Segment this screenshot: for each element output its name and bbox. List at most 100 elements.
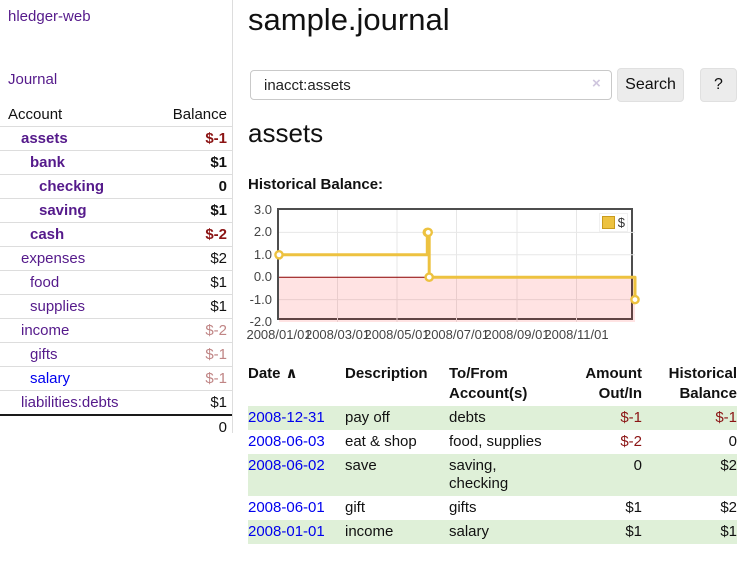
- account-name-cell: expenses: [0, 246, 155, 271]
- data-point-icon: [423, 227, 433, 238]
- accounts-cell: salary: [449, 523, 490, 540]
- account-balance: $-1: [154, 366, 232, 391]
- register-header-description: Description: [345, 365, 428, 382]
- y-tick-label: -1.0: [249, 291, 272, 307]
- search-input[interactable]: [250, 70, 612, 100]
- search-button[interactable]: Search: [617, 68, 684, 102]
- sidebar-item-journal[interactable]: Journal: [8, 71, 58, 88]
- legend-swatch-icon: [601, 216, 615, 229]
- chart-plot-area: $: [274, 208, 640, 322]
- chart-legend: $: [598, 213, 628, 232]
- register-row: 2008-06-01 gift gifts $1 $2: [248, 496, 737, 520]
- amount-cell: $1: [625, 499, 642, 516]
- accounts-table: Account Balance assets $-1 bank $1 checking 0…: [0, 103, 232, 439]
- accounts-total-row: 0: [0, 414, 232, 439]
- x-tick-label: 2008/07/01: [423, 327, 490, 342]
- description-cell: gift: [345, 499, 366, 516]
- sidebar-account-link[interactable]: checking: [39, 178, 105, 195]
- account-name-cell: supplies: [0, 294, 155, 319]
- account-row: checking 0: [0, 174, 232, 199]
- account-balance: $1: [154, 198, 232, 223]
- balance-cell: $2: [720, 457, 737, 474]
- sidebar-account-link[interactable]: supplies: [30, 298, 86, 315]
- sidebar-account-link[interactable]: liabilities:debts: [21, 394, 119, 411]
- account-balance: $1: [154, 294, 232, 319]
- x-tick-label: 2008/11/01: [544, 327, 609, 342]
- register-row: 2008-12-31 pay off debts $-1 $-1: [248, 406, 737, 430]
- amount-cell: $-1: [620, 409, 642, 426]
- account-name-cell: cash: [0, 222, 155, 247]
- date-cell: 2008-06-01: [248, 496, 345, 520]
- amount-cell: $1: [625, 523, 642, 540]
- account-row: saving $1: [0, 198, 232, 223]
- transaction-date-link[interactable]: 2008-06-02: [248, 457, 325, 474]
- sort-ascending-icon: ∧: [285, 365, 298, 382]
- sidebar-account-link[interactable]: gifts: [30, 346, 58, 363]
- balance-cell: 0: [728, 433, 737, 450]
- main-panel: sample.journal × Search ? assets Histori…: [246, 0, 742, 582]
- register-header-date[interactable]: Date ∧: [248, 365, 298, 382]
- description-cell: income: [345, 523, 394, 540]
- register-row: 2008-06-02 save saving, checking 0 $2: [248, 454, 737, 496]
- account-name-cell: bank: [0, 150, 155, 175]
- description-cell: pay off: [345, 409, 390, 426]
- sidebar-account-link[interactable]: income: [21, 322, 70, 339]
- clear-search-icon[interactable]: ×: [592, 75, 601, 92]
- data-point-icon: [630, 294, 640, 305]
- sidebar-account-link[interactable]: food: [30, 274, 60, 291]
- sidebar-account-link[interactable]: saving: [39, 202, 87, 219]
- accounts-cell: debts: [449, 409, 486, 426]
- sidebar-account-link[interactable]: salary: [30, 370, 71, 387]
- sidebar-account-link[interactable]: expenses: [21, 250, 86, 267]
- register-header-amount: Amount Out/In: [585, 365, 642, 402]
- account-name-cell: saving: [0, 198, 155, 223]
- accounts-cell: saving, checking: [449, 457, 509, 492]
- account-balance: $1: [154, 270, 232, 295]
- search-bar: × Search ?: [248, 68, 742, 102]
- transaction-date-link[interactable]: 2008-01-01: [248, 523, 325, 540]
- register-row: 2008-06-03 eat & shop food, supplies $-2 0: [248, 430, 737, 454]
- account-row: liabilities:debts $1: [0, 390, 232, 416]
- register-table: Date ∧ Description To/From Account(s) Amo…: [248, 362, 737, 544]
- x-axis-labels: 2008/01/01 2008/03/01 2008/05/01 2008/07/01…: [246, 327, 635, 343]
- register-header-accounts: To/From Account(s): [449, 365, 528, 402]
- date-cell: 2008-01-01: [248, 520, 345, 544]
- y-tick-label: 3.0: [253, 202, 272, 217]
- account-balance: $-2: [154, 318, 232, 343]
- legend-label: $: [617, 215, 625, 230]
- date-cell: 2008-12-31: [248, 406, 345, 430]
- account-row: assets $-1: [0, 126, 232, 151]
- accounts-cell: food, supplies: [449, 433, 542, 450]
- historical-balance-chart: 3.0 2.0 1.0 0.0 -1.0 -2.0 $ 2008/01/01 2008/03…: [246, 202, 742, 347]
- help-button[interactable]: ?: [700, 68, 737, 102]
- account-name-cell: assets: [0, 126, 155, 151]
- transaction-date-link[interactable]: 2008-06-01: [248, 499, 325, 516]
- account-balance: $1: [154, 390, 232, 416]
- page-title: sample.journal: [248, 2, 450, 37]
- account-balance: $2: [154, 246, 232, 271]
- x-tick-label: 2008/01/01: [246, 327, 312, 342]
- sidebar: hledger-web Journal Account Balance asse…: [0, 0, 233, 439]
- account-row: gifts $-1: [0, 342, 232, 367]
- balance-cell: $1: [720, 523, 737, 540]
- sidebar-account-link[interactable]: bank: [30, 154, 66, 171]
- account-row: supplies $1: [0, 294, 232, 319]
- sidebar-account-link[interactable]: cash: [30, 226, 65, 243]
- account-name-cell: checking: [0, 174, 155, 199]
- accounts-total-value: 0: [154, 414, 232, 439]
- y-tick-label: -2.0: [249, 314, 272, 329]
- accounts-total-spacer: [0, 414, 155, 439]
- account-name-cell: salary: [0, 366, 155, 391]
- transaction-date-link[interactable]: 2008-12-31: [248, 409, 325, 426]
- sidebar-account-link[interactable]: assets: [21, 130, 68, 147]
- account-name-cell: income: [0, 318, 155, 343]
- register-header-balance: Historical Balance: [668, 365, 737, 402]
- transaction-date-link[interactable]: 2008-06-03: [248, 433, 325, 450]
- balance-cell: $-1: [715, 409, 737, 426]
- data-point-icon: [424, 272, 434, 282]
- app-brand-link[interactable]: hledger-web: [8, 8, 91, 25]
- chart-title: Historical Balance:: [248, 176, 384, 193]
- account-name-cell: food: [0, 270, 155, 295]
- amount-cell: 0: [633, 457, 642, 474]
- account-balance: $-1: [154, 342, 232, 367]
